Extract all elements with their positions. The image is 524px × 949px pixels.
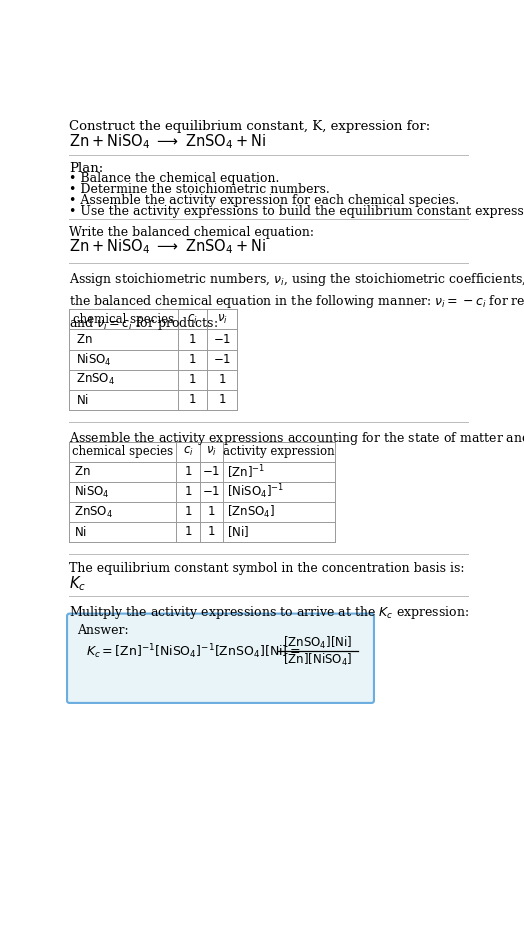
- Text: $c_i$: $c_i$: [187, 313, 198, 326]
- FancyBboxPatch shape: [67, 614, 374, 703]
- Text: $[\mathrm{NiSO_4}]^{-1}$: $[\mathrm{NiSO_4}]^{-1}$: [227, 483, 285, 501]
- Text: $[\mathrm{Zn}]^{-1}$: $[\mathrm{Zn}]^{-1}$: [227, 463, 266, 481]
- Text: 1: 1: [184, 526, 192, 538]
- Text: chemical species: chemical species: [73, 313, 174, 326]
- Text: $\mathrm{ZnSO_4}$: $\mathrm{ZnSO_4}$: [74, 505, 113, 519]
- Text: $[\mathrm{Zn}][\mathrm{NiSO_4}]$: $[\mathrm{Zn}][\mathrm{NiSO_4}]$: [283, 652, 352, 668]
- Text: $\mathrm{NiSO_4}$: $\mathrm{NiSO_4}$: [75, 351, 111, 367]
- Text: The equilibrium constant symbol in the concentration basis is:: The equilibrium constant symbol in the c…: [69, 562, 465, 575]
- Text: $K_c$: $K_c$: [69, 574, 86, 593]
- Text: $-1$: $-1$: [202, 486, 220, 498]
- Text: $[\mathrm{Ni}]$: $[\mathrm{Ni}]$: [227, 525, 250, 539]
- Text: Assign stoichiometric numbers, $\nu_i$, using the stoichiometric coefficients, $: Assign stoichiometric numbers, $\nu_i$, …: [69, 271, 524, 331]
- Text: $\mathrm{NiSO_4}$: $\mathrm{NiSO_4}$: [74, 484, 110, 500]
- Text: $-1$: $-1$: [202, 465, 220, 478]
- Text: $\mathrm{Zn}$: $\mathrm{Zn}$: [74, 465, 91, 478]
- Text: Answer:: Answer:: [77, 623, 129, 637]
- Text: $[\mathrm{ZnSO_4}]$: $[\mathrm{ZnSO_4}]$: [227, 504, 276, 520]
- Text: $1$: $1$: [207, 526, 215, 538]
- Text: 1: 1: [189, 333, 196, 346]
- Text: • Balance the chemical equation.: • Balance the chemical equation.: [69, 173, 280, 185]
- Text: $\mathrm{Zn + NiSO_4 \ {\longrightarrow} \ ZnSO_4 + Ni}$: $\mathrm{Zn + NiSO_4 \ {\longrightarrow}…: [69, 132, 267, 151]
- Text: • Determine the stoichiometric numbers.: • Determine the stoichiometric numbers.: [69, 183, 330, 196]
- Text: 1: 1: [189, 393, 196, 406]
- Text: $1$: $1$: [207, 506, 215, 518]
- Text: 1: 1: [184, 465, 192, 478]
- Text: $[\mathrm{ZnSO_4}][\mathrm{Ni}]$: $[\mathrm{ZnSO_4}][\mathrm{Ni}]$: [283, 635, 352, 651]
- Text: activity expression: activity expression: [223, 445, 335, 458]
- Text: Assemble the activity expressions accounting for the state of matter and $\nu_i$: Assemble the activity expressions accoun…: [69, 430, 524, 447]
- Text: $1$: $1$: [218, 373, 226, 386]
- Text: $\mathrm{ZnSO_4}$: $\mathrm{ZnSO_4}$: [75, 372, 115, 387]
- Text: $-1$: $-1$: [213, 333, 231, 346]
- Text: chemical species: chemical species: [72, 445, 173, 458]
- Text: 1: 1: [184, 506, 192, 518]
- Text: $-1$: $-1$: [213, 353, 231, 366]
- Text: $\nu_i$: $\nu_i$: [216, 313, 227, 326]
- Text: Mulitply the activity expressions to arrive at the $K_c$ expression:: Mulitply the activity expressions to arr…: [69, 604, 470, 621]
- Text: $K_c = [\mathrm{Zn}]^{-1}[\mathrm{NiSO_4}]^{-1}[\mathrm{ZnSO_4}][\mathrm{Ni}] =$: $K_c = [\mathrm{Zn}]^{-1}[\mathrm{NiSO_4…: [86, 642, 301, 661]
- Text: 1: 1: [189, 353, 196, 366]
- Text: $\mathrm{Zn + NiSO_4 \ {\longrightarrow} \ ZnSO_4 + Ni}$: $\mathrm{Zn + NiSO_4 \ {\longrightarrow}…: [69, 237, 267, 256]
- Text: Write the balanced chemical equation:: Write the balanced chemical equation:: [69, 226, 314, 239]
- Text: $1$: $1$: [218, 393, 226, 406]
- Text: $\mathrm{Ni}$: $\mathrm{Ni}$: [74, 525, 87, 539]
- Text: $c_i$: $c_i$: [182, 445, 193, 458]
- Text: $\mathrm{Ni}$: $\mathrm{Ni}$: [75, 393, 89, 406]
- Text: 1: 1: [184, 486, 192, 498]
- Text: Construct the equilibrium constant, K, expression for:: Construct the equilibrium constant, K, e…: [69, 120, 431, 133]
- Text: • Use the activity expressions to build the equilibrium constant expression.: • Use the activity expressions to build …: [69, 205, 524, 217]
- Text: • Assemble the activity expression for each chemical species.: • Assemble the activity expression for e…: [69, 194, 460, 207]
- Text: Plan:: Plan:: [69, 161, 104, 175]
- Text: $\nu_i$: $\nu_i$: [206, 445, 216, 458]
- Text: 1: 1: [189, 373, 196, 386]
- Text: $\mathrm{Zn}$: $\mathrm{Zn}$: [75, 333, 92, 346]
